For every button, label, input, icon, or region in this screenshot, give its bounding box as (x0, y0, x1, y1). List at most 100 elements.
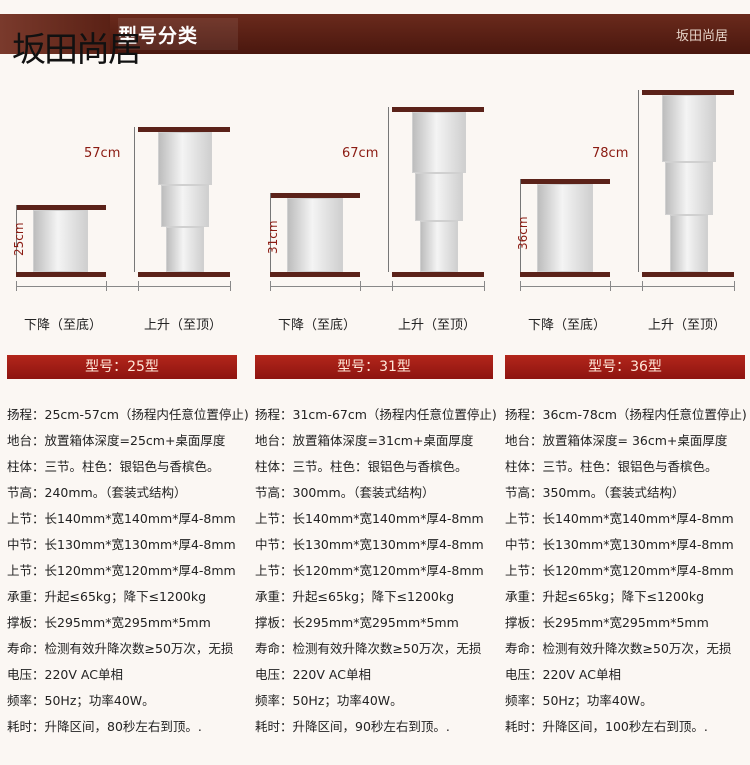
baseline-tick (520, 281, 521, 291)
spec-row: 扬程：31cm-67cm（扬程内任意位置停止) (255, 404, 497, 423)
baseline-tick (138, 281, 139, 291)
spec-value: 检测有效升降次数≥50万次，无损 (542, 641, 732, 656)
spec-row: 耗时：升降区间，80秒左右到顶。. (7, 716, 202, 735)
watermark-brand: 坂田尚居 (12, 30, 142, 70)
spec-row: 上节：长120mm*宽120mm*厚4-8mm (7, 560, 236, 579)
baseline-tick (484, 281, 485, 291)
height-line (388, 107, 389, 272)
spec-row: 撑板：长295mm*宽295mm*5mm (7, 612, 211, 631)
spec-row: 电压：220V AC单相 (505, 664, 621, 683)
spec-row: 扬程：36cm-78cm（扬程内任意位置停止) (505, 404, 747, 423)
top-plate (16, 205, 106, 210)
spec-value: 长295mm*宽295mm*5mm (542, 615, 709, 630)
spec-row: 撑板：长295mm*宽295mm*5mm (505, 612, 709, 631)
column-lower-section (420, 221, 458, 272)
spec-key: 上节： (255, 511, 293, 526)
height-label-high: 67cm (342, 146, 379, 161)
spec-value: 220V AC单相 (542, 667, 621, 682)
spec-row: 上节：长120mm*宽120mm*厚4-8mm (505, 560, 734, 579)
spec-value: 长140mm*宽140mm*厚4-8mm (542, 511, 734, 526)
header-left-decoration (0, 14, 110, 54)
spec-row: 地台：放置箱体深度=25cm+桌面厚度 (7, 430, 225, 449)
spec-value: 放置箱体深度=25cm+桌面厚度 (44, 433, 226, 448)
column-middle-section (161, 185, 209, 227)
spec-value: 升降区间，100秒左右到顶。. (542, 719, 708, 734)
height-line (16, 205, 17, 272)
spec-row: 电压：220V AC单相 (255, 664, 371, 683)
lift-column (33, 210, 88, 272)
spec-value: 240mm。（套装式结构） (44, 485, 187, 500)
spec-value: 300mm。（套装式结构） (292, 485, 435, 500)
spec-row: 节高：350mm。（套装式结构） (505, 482, 684, 501)
spec-row: 柱体：三节。柱色：银铝色与香槟色。 (7, 456, 220, 475)
spec-key: 节高： (7, 485, 45, 500)
baseline (270, 286, 484, 287)
spec-value: 三节。柱色：银铝色与香槟色。 (542, 459, 718, 474)
base-plate (270, 272, 360, 277)
baseline (520, 286, 734, 287)
spec-value: 长140mm*宽140mm*厚4-8mm (292, 511, 484, 526)
spec-key: 节高： (505, 485, 543, 500)
spec-key: 节高： (255, 485, 293, 500)
spec-value: 升起≤65kg；降下≤1200kg (542, 589, 705, 604)
spec-row: 承重：升起≤65kg；降下≤1200kg (255, 586, 454, 605)
spec-value: 检测有效升降次数≥50万次，无损 (292, 641, 482, 656)
spec-value: 长120mm*宽120mm*厚4-8mm (542, 563, 734, 578)
baseline-tick (360, 281, 361, 291)
spec-key: 耗时： (7, 719, 45, 734)
spec-key: 撑板： (7, 615, 45, 630)
spec-row: 地台：放置箱体深度= 36cm+桌面厚度 (505, 430, 727, 449)
spec-value: 放置箱体深度=31cm+桌面厚度 (292, 433, 474, 448)
spec-row: 节高：240mm。（套装式结构） (7, 482, 186, 501)
spec-key: 上节： (505, 563, 543, 578)
spec-key: 寿命： (7, 641, 45, 656)
spec-key: 中节： (7, 537, 45, 552)
spec-row: 扬程：25cm-57cm（扬程内任意位置停止) (7, 404, 249, 423)
baseline-tick (642, 281, 643, 291)
spec-key: 耗时： (255, 719, 293, 734)
base-plate (392, 272, 484, 277)
spec-key: 扬程： (255, 407, 293, 422)
baseline-tick (610, 281, 611, 291)
spec-row: 耗时：升降区间，100秒左右到顶。. (505, 716, 708, 735)
header-title-highlight (118, 18, 238, 50)
column-upper-section (662, 95, 716, 162)
spec-value: 三节。柱色：银铝色与香槟色。 (292, 459, 468, 474)
baseline-tick (270, 281, 271, 291)
spec-key: 中节： (255, 537, 293, 552)
baseline-tick (734, 281, 735, 291)
top-plate (138, 127, 230, 132)
baseline-tick (392, 281, 393, 291)
lift-column (537, 184, 593, 272)
model-label-bar: 型号：36型 (505, 355, 745, 379)
model-label-bar: 型号：31型 (255, 355, 493, 379)
baseline-tick (106, 281, 107, 291)
spec-row: 地台：放置箱体深度=31cm+桌面厚度 (255, 430, 473, 449)
spec-key: 寿命： (505, 641, 543, 656)
base-plate (138, 272, 230, 277)
spec-key: 电压： (505, 667, 543, 682)
spec-key: 撑板： (505, 615, 543, 630)
column-middle-section (415, 173, 463, 221)
height-line (520, 179, 521, 272)
spec-row: 承重：升起≤65kg；降下≤1200kg (7, 586, 206, 605)
spec-row: 上节：长140mm*宽140mm*厚4-8mm (505, 508, 734, 527)
spec-value: 350mm。（套装式结构） (542, 485, 685, 500)
spec-row: 频率：50Hz；功率40W。 (255, 690, 403, 709)
spec-row: 节高：300mm。（套装式结构） (255, 482, 434, 501)
top-plate (392, 107, 484, 112)
spec-value: 升降区间，90秒左右到顶。. (292, 719, 450, 734)
column-lower-section (670, 215, 708, 272)
spec-key: 频率： (505, 693, 543, 708)
spec-key: 撑板： (255, 615, 293, 630)
baseline-tick (230, 281, 231, 291)
spec-key: 扬程： (7, 407, 45, 422)
height-line (270, 193, 271, 272)
spec-value: 升降区间，80秒左右到顶。. (44, 719, 202, 734)
baseline (16, 286, 230, 287)
column-middle-section (665, 162, 713, 215)
spec-value: 长120mm*宽120mm*厚4-8mm (292, 563, 484, 578)
spec-row: 频率：50Hz；功率40W。 (505, 690, 653, 709)
spec-row: 柱体：三节。柱色：银铝色与香槟色。 (255, 456, 468, 475)
baseline-tick (16, 281, 17, 291)
